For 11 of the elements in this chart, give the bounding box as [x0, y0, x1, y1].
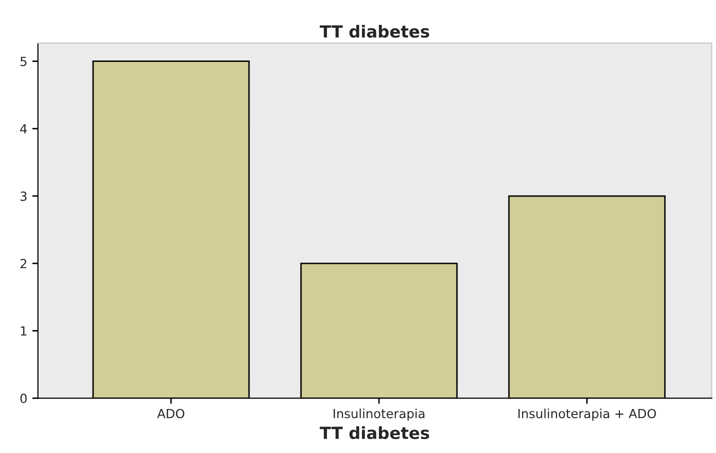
- y-tick-label: 1: [20, 326, 26, 336]
- chart-title: TT diabetes: [320, 24, 430, 38]
- y-tick-label: 5: [20, 56, 26, 66]
- x-axis-title: TT diabetes: [320, 426, 430, 440]
- y-tick-label: 3: [20, 191, 27, 201]
- y-tick-label: 0: [20, 394, 27, 404]
- y-tick-label: 2: [20, 258, 26, 268]
- x-tick-label: ADO: [157, 408, 184, 418]
- x-tick-label: Insulinoterapia + ADO: [518, 408, 656, 421]
- y-tick-label: 4: [20, 124, 27, 134]
- x-tick-label: Insulinoterapia: [334, 408, 424, 421]
